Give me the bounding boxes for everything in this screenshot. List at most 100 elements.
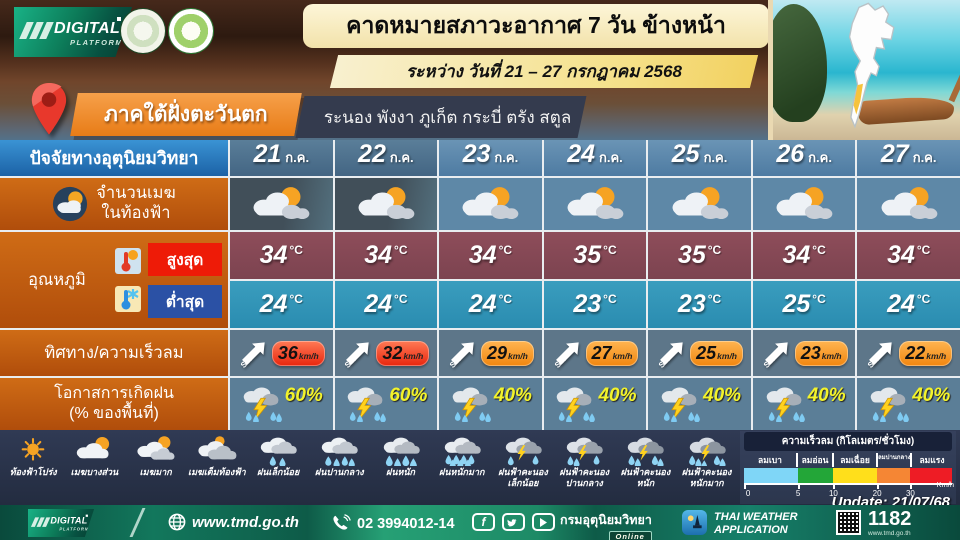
temperature-row-label: อุณหภูมิ สูงสุด ต่ำสุด [0,232,228,328]
rain-row-label: โอกาสการเกิดฝน (% ของพื้นที่) [0,378,228,430]
thunderstorm-icon [553,386,595,422]
thunderstorm-icon [763,386,805,422]
wind-direction-arrow-icon: SW [343,342,370,369]
wind-cell: SW 32 km/h [334,330,438,376]
weather-app-icon[interactable] [682,510,707,535]
clear-sky-icon [21,437,45,461]
moderate-thunderstorm-icon [567,437,603,466]
date-header: 22 ก.ค. [334,140,438,176]
app-label: THAI WEATHER APPLICATION [714,511,798,536]
digital-platform-logo-box: DIGITAL PLATFORM [14,7,132,57]
date-header: 27 ก.ค. [857,140,960,176]
cloud-cell [752,178,856,230]
very-heavy-rain-icon [444,437,481,466]
cold-thermometer-icon [115,286,141,312]
partly-cloudy-icon [77,436,110,459]
cloud-row-label: จำนวนเมฆ ในท้องฟ้า [0,178,228,230]
highlighted-region [853,83,863,115]
wind-row-label: ทิศทาง/ความเร็วลม [0,330,228,376]
min-temp-cell: 24 °C [857,281,960,328]
max-temp-cell: 34 °C [752,232,856,279]
phone-icon [333,514,351,530]
youtube-icon[interactable] [532,513,555,531]
footer-bar: DIGITAL PLATFORM www.tmd.go.th 02 399 [0,505,960,540]
min-temp-cell: 25 °C [752,281,856,328]
legend-item: ฝนฟ้าคะนอง เล็กน้อย [493,434,553,490]
twitter-icon[interactable] [502,513,525,531]
thunderstorm-icon [867,386,909,422]
phone-number[interactable]: 02 3994012-14 [332,514,455,533]
min-temp-cell: 23 °C [543,281,647,328]
wind-band-label: ลมอ่อน [796,453,832,467]
wind-direction-arrow-icon: SW [552,342,579,369]
thunderstorm-icon [344,386,386,422]
min-temp-cell: 24 °C [439,281,542,328]
max-temp-cell: 34 °C [439,232,542,279]
date-header: 26 ก.ค. [752,140,856,176]
max-temp-tag: สูงสุด [148,242,222,276]
wind-cell: SW 22 km/h [857,330,960,376]
wind-speed-color-scale [744,468,952,483]
min-temp-tag: ต่ำสุด [148,284,222,318]
social-links: f [472,513,555,531]
wind-band-label: ลมเบา [758,455,782,465]
min-temp-cell: 24 °C [230,281,333,328]
legend-item: ฝนฟ้าคะนอง หนักมาก [677,434,737,490]
legend-item: ฝนฟ้าคะนอง ปานกลาง [554,434,614,490]
cloud-cell [230,178,333,230]
cloud-sun-badge-icon [53,186,88,222]
rain-cell: 40% [439,378,542,430]
rain-cell: 40% [857,378,960,430]
heavy-thunderstorm-icon [628,437,665,466]
wind-cell: SW 27 km/h [543,330,647,376]
ministry-seal-icon [169,9,213,53]
heavy-rain-icon [383,437,420,466]
wind-band-label: ลมแรง [909,453,952,467]
legend-item: ฝนฟ้าคะนอง หนัก [615,434,675,490]
moderate-rain-icon [322,437,359,466]
digital-platform-logo: DIGITAL PLATFORM [14,7,132,57]
wind-direction-arrow-icon: SW [762,342,788,369]
date-range-text: ระหว่าง วันที่ 21 – 27 กรกฎาคม 2568 [406,62,682,81]
header: DIGITAL PLATFORM คาดหมายสภาวะอากาศ 7 วัน… [0,0,960,140]
wind-speed-badge: 29 km/h [480,340,534,366]
wind-direction-arrow-icon: SW [239,342,265,369]
very-heavy-thunderstorm-icon [688,437,726,466]
wind-direction-arrow-icon: SW [657,342,683,369]
tmd-seal-icon [121,9,165,53]
hot-thermometer-icon [115,248,141,274]
website-link[interactable]: www.tmd.go.th [168,513,299,531]
legend-item: เมฆมาก [126,434,186,490]
pagoda-sun-icon [687,514,702,529]
wind-unit-label: Km/h [936,480,954,489]
hotline-website: www.tmd.go.th [868,530,911,537]
wind-band-label: ลมปานกลาง [876,453,910,467]
overcast-icon [198,436,237,460]
logo-brand-name: DIGITAL [54,20,121,37]
cloud-cell [857,178,960,230]
wind-speed-badge: 36 km/h [271,340,325,366]
date-header: 24 ก.ค. [543,140,647,176]
facebook-icon[interactable]: f [472,513,495,531]
hotline-number: 1182 [868,508,912,530]
factor-header: ปัจจัยทางอุตุนิยมวิทยา [0,140,228,176]
date-header: 25 ก.ค. [648,140,751,176]
legend-item: ท้องฟ้าโปร่ง [3,434,63,490]
karst-rock [773,4,827,122]
legend-item: ฝนหนัก [371,434,431,490]
wind-speed-badge: 22 km/h [899,340,953,366]
wind-cell: SW 36 km/h [230,330,333,376]
max-temp-cell: 34 °C [334,232,438,279]
thunderstorm-icon [449,386,491,422]
rain-cell: 40% [648,378,751,430]
rain-cell: 40% [752,378,856,430]
wind-band-label: ลมเฉื่อย [832,453,876,467]
footer-digital-platform-logo: DIGITAL PLATFORM [28,509,95,537]
cloud-cell [648,178,751,230]
max-temp-cell: 34 °C [230,232,333,279]
wind-scale-axis: 0 5 10 20 30 Km/h [744,480,954,498]
qr-code[interactable] [836,510,861,535]
location-pin-icon [31,83,67,135]
wind-speed-badge: 32 km/h [376,340,430,366]
